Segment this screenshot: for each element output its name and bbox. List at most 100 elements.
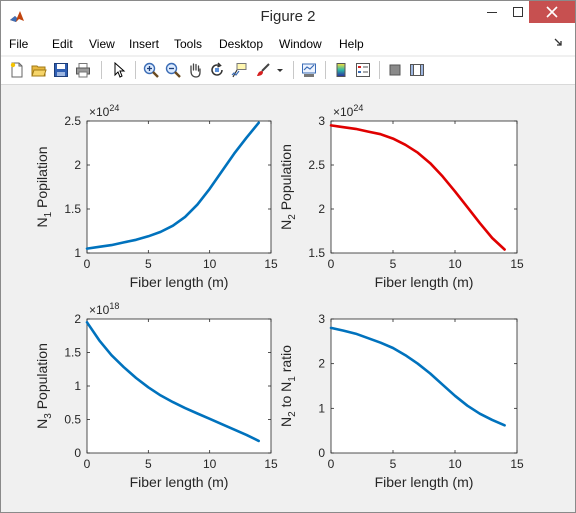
pan-icon	[190, 63, 201, 78]
x-tick-label: 10	[203, 257, 217, 271]
y-tick-label: 3	[318, 114, 325, 128]
series-line[interactable]	[85, 321, 260, 443]
show-plot-tools-icon	[410, 64, 424, 76]
axes-frame	[86, 318, 272, 454]
axis-exponent-label: ×1018	[89, 301, 119, 317]
data-cursor-button[interactable]	[229, 60, 249, 80]
menu-help[interactable]: Help	[339, 37, 364, 51]
subplot-3[interactable]: 0 5 10 15 0 0.5 1 1.5 2 ×1018 Fiber length (m) N3 P…	[34, 301, 278, 490]
series-line[interactable]	[85, 121, 260, 250]
x-axis-label: Fiber length (m)	[375, 274, 474, 290]
y-axis-label: N3 Population	[34, 343, 54, 429]
y-tick-label: 2	[74, 158, 81, 172]
y-tick-label: 3	[318, 312, 325, 326]
maximize-button[interactable]	[505, 1, 531, 23]
y-tick-label: 2	[318, 202, 325, 216]
insert-colorbar-button[interactable]	[331, 60, 351, 80]
axes-background	[87, 121, 271, 253]
edit-plot-icon	[114, 62, 126, 78]
menu-view[interactable]: View	[89, 37, 115, 51]
window-title: Figure 2	[260, 8, 316, 25]
axes-background	[331, 319, 517, 453]
maximize-icon	[513, 7, 523, 17]
subplot-2[interactable]: 0 5 10 15 1.5 2 2.5 3 ×1024 Fiber length (m) N2 Po…	[278, 103, 524, 290]
x-tick-label: 10	[203, 457, 217, 471]
brush-dropdown-button[interactable]	[275, 60, 285, 80]
axes-frame	[330, 318, 518, 454]
x-tick-label: 0	[328, 457, 335, 471]
close-button[interactable]	[529, 1, 575, 23]
subplot-1[interactable]: 0 5 10 15 1 1.5 2 2.5 ×1024 Fiber length (m) N1 Po…	[34, 103, 278, 290]
menu-window[interactable]: Window	[279, 37, 322, 51]
toolbar-separator	[135, 61, 136, 79]
figure-canvas[interactable]: 0 5 10 15 1 1.5 2 2.5 ×1024 Fiber length (m) N1 Po…	[7, 87, 569, 507]
menu-tools[interactable]: Tools	[174, 37, 203, 51]
y-tick-label: 2	[74, 312, 81, 326]
new-figure-button[interactable]	[7, 60, 27, 80]
rotate-3d-icon	[211, 62, 223, 76]
x-axis-label: Fiber length (m)	[375, 474, 474, 490]
y-tick-label: 1	[318, 401, 325, 415]
save-button[interactable]	[51, 60, 71, 80]
y-tick-label: 2	[318, 357, 325, 371]
subplot-4[interactable]: 0 5 10 15 0 1 2 3 Fiber length (m) N2 to N1 ratio	[278, 312, 524, 490]
x-tick-label: 10	[448, 257, 462, 271]
axes-frame	[86, 120, 272, 254]
menu-insert[interactable]: Insert	[129, 37, 160, 51]
link-plot-icon	[302, 63, 316, 77]
y-tick-label: 2.5	[308, 158, 325, 172]
insert-legend-icon	[356, 63, 370, 77]
y-axis-label: N2 Population	[278, 144, 298, 230]
brush-icon	[257, 63, 270, 76]
toolbar-separator	[293, 61, 294, 79]
menu-file[interactable]: File	[9, 37, 29, 51]
hide-plot-tools-icon	[389, 64, 401, 76]
x-tick-label: 15	[264, 257, 278, 271]
pan-button[interactable]	[185, 60, 205, 80]
edit-plot-button[interactable]	[109, 60, 129, 80]
zoom-in-icon	[143, 62, 159, 78]
x-tick-label: 0	[84, 457, 91, 471]
print-button[interactable]	[73, 60, 93, 80]
insert-legend-button[interactable]	[353, 60, 373, 80]
hide-plot-tools-button[interactable]	[385, 60, 405, 80]
axes-frame	[330, 120, 518, 254]
brush-button[interactable]	[253, 60, 273, 80]
minimize-button[interactable]	[479, 1, 505, 23]
x-tick-label: 5	[390, 457, 397, 471]
zoom-in-button[interactable]	[141, 60, 161, 80]
dock-arrow-icon[interactable]	[554, 38, 564, 48]
y-axis-label: N2 to N1 ratio	[278, 345, 298, 427]
menu-desktop[interactable]: Desktop	[219, 37, 264, 51]
menu-edit[interactable]: Edit	[52, 37, 73, 51]
zoom-out-button[interactable]	[163, 60, 183, 80]
link-plot-button[interactable]	[299, 60, 319, 80]
minimize-icon	[487, 12, 497, 13]
x-tick-label: 5	[145, 257, 152, 271]
toolbar-separator	[325, 61, 326, 79]
y-tick-label: 1	[74, 246, 81, 260]
x-tick-label: 15	[510, 257, 524, 271]
x-axis-label: Fiber length (m)	[130, 474, 229, 490]
axes-background	[87, 319, 271, 453]
title-bar[interactable]: Figure 2	[1, 1, 575, 33]
insert-colorbar-icon	[336, 63, 346, 77]
x-tick-label: 0	[84, 257, 91, 271]
open-file-button[interactable]	[29, 60, 49, 80]
data-cursor-icon	[231, 63, 247, 78]
series-line[interactable]	[329, 124, 506, 251]
menu-bar: File Edit View Insert Tools Desktop Wind…	[1, 33, 575, 55]
y-tick-label: 0.5	[64, 413, 81, 427]
open-file-icon	[31, 65, 47, 77]
y-tick-label: 1.5	[64, 346, 81, 360]
y-tick-label: 1	[74, 379, 81, 393]
show-plot-tools-button[interactable]	[407, 60, 427, 80]
x-tick-label: 10	[448, 457, 462, 471]
rotate-3d-button[interactable]	[207, 60, 227, 80]
series-line[interactable]	[329, 326, 506, 427]
zoom-out-icon	[165, 62, 181, 78]
toolbar-separator	[101, 61, 102, 79]
new-figure-icon	[10, 62, 23, 78]
